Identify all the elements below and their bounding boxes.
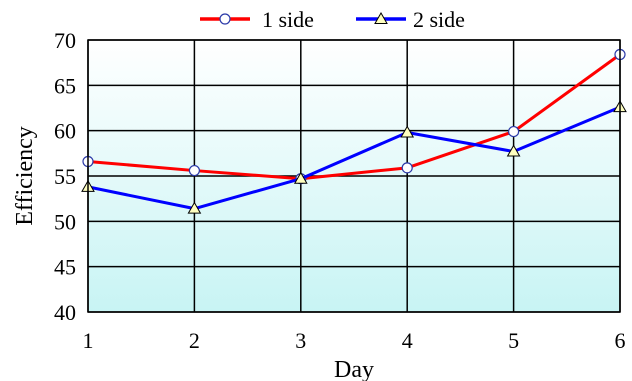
x-tick-label: 6 [615, 328, 626, 353]
data-point [506, 144, 521, 157]
data-point [507, 125, 520, 138]
data-point [187, 201, 202, 214]
data-point [293, 171, 308, 184]
y-tick-label: 40 [54, 300, 76, 325]
legend: 1 side 2 side [200, 7, 465, 32]
y-tick-label: 50 [54, 209, 76, 234]
data-point [188, 164, 200, 177]
y-tick-label: 55 [54, 164, 76, 189]
series-layer [81, 48, 627, 214]
x-tick-label: 3 [295, 328, 306, 353]
x-tick-label: 5 [508, 328, 519, 353]
y-tick-labels: 40 45 50 55 60 65 70 [54, 28, 76, 325]
x-tick-label: 2 [189, 328, 200, 353]
y-tick-label: 65 [54, 73, 76, 98]
y-tick-label: 45 [54, 255, 76, 280]
legend-item: 2 side [356, 7, 465, 32]
x-axis-title: Day [334, 357, 374, 381]
series-line [87, 105, 621, 211]
x-tick-label: 4 [402, 328, 413, 353]
plot-border [87, 39, 621, 313]
y-axis-title: Efficiency [12, 126, 38, 226]
y-tick-label: 60 [54, 119, 76, 144]
legend-marker [374, 11, 388, 24]
series-line [87, 53, 621, 181]
legend-label: 2 side [413, 7, 465, 32]
series-2 [81, 100, 627, 214]
data-point [400, 125, 415, 138]
legend-label: 1 side [262, 7, 314, 32]
y-tick-label: 70 [54, 28, 76, 53]
data-point [401, 162, 413, 174]
legend-item: 1 side [200, 7, 314, 32]
legend-marker [219, 13, 231, 25]
x-tick-label: 1 [83, 328, 94, 353]
x-tick-labels: 1 2 3 4 5 6 [83, 328, 626, 353]
